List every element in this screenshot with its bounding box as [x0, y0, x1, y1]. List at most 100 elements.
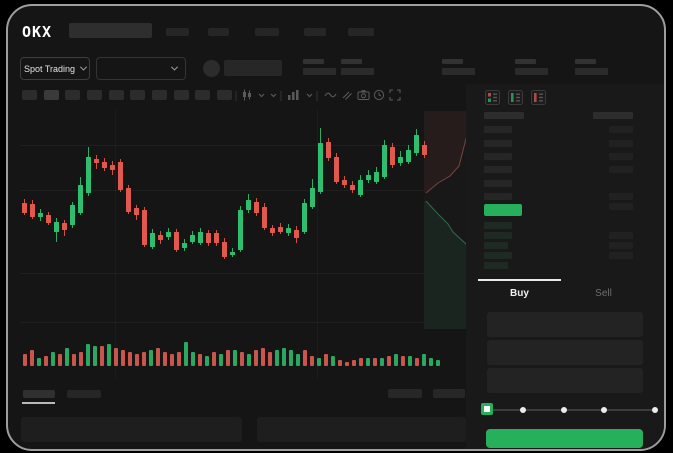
candle-style-icon[interactable] [241, 89, 255, 103]
nav-item-placeholder[interactable] [348, 28, 374, 36]
bottom-tab[interactable] [67, 390, 101, 398]
slider-dot[interactable] [601, 407, 607, 413]
timeframe-pill[interactable] [130, 90, 145, 100]
slider-dot[interactable] [652, 407, 658, 413]
order-form-field-total[interactable] [487, 368, 643, 393]
volume-bar [415, 358, 419, 366]
ask-price-bar[interactable] [484, 153, 512, 160]
bottom-action-placeholder[interactable] [433, 389, 465, 398]
toolbar-divider [316, 89, 330, 103]
bid-size-bar [609, 242, 633, 249]
candle-body [254, 202, 259, 213]
candle-body [118, 162, 123, 190]
volume-bar [233, 350, 237, 366]
submit-buy-button[interactable] [486, 429, 643, 448]
timeframe-pill[interactable] [22, 90, 37, 100]
timeframe-pill[interactable] [44, 90, 59, 100]
global-search-placeholder[interactable] [69, 23, 152, 38]
ask-price-bar[interactable] [484, 193, 512, 200]
ask-price-bar[interactable] [484, 180, 512, 187]
timeframe-pill[interactable] [65, 90, 80, 100]
slider-track[interactable] [489, 409, 657, 411]
slider-dot[interactable] [561, 407, 567, 413]
history-icon[interactable] [373, 89, 387, 103]
slider-handle[interactable] [481, 403, 493, 415]
volume-bar [317, 358, 321, 366]
order-book-header-price [484, 112, 524, 119]
timeframe-pill[interactable] [87, 90, 102, 100]
price-chart[interactable] [8, 6, 473, 449]
candle-body [302, 203, 307, 232]
snapshot-icon[interactable] [357, 89, 371, 103]
ask-price-bar[interactable] [484, 140, 512, 147]
okx-logo: OKX [22, 23, 53, 41]
ask-size-bar [609, 140, 633, 147]
nav-item-placeholder[interactable] [166, 28, 189, 36]
candle-body [390, 147, 395, 165]
volume-bar [282, 348, 286, 366]
stat-label-bar [341, 59, 362, 64]
volume-bar [359, 358, 363, 366]
timeframe-pill[interactable] [109, 90, 124, 100]
bid-price-bar[interactable] [484, 242, 508, 249]
nav-item-placeholder[interactable] [255, 28, 279, 36]
candle-body [102, 162, 107, 168]
volume-bar [366, 358, 370, 366]
ticker-stat-placeholder [575, 59, 611, 76]
line-tool-icon[interactable] [324, 89, 338, 103]
last-price-badge[interactable] [484, 204, 522, 216]
fullscreen-icon[interactable] [389, 89, 403, 103]
ask-size-bar [609, 166, 633, 173]
timeframe-pill[interactable] [152, 90, 167, 100]
pair-selector-dropdown[interactable] [96, 57, 186, 80]
bottom-tab-active[interactable] [23, 390, 55, 398]
volume-bar [135, 354, 139, 366]
bid-price-bar[interactable] [484, 222, 512, 229]
tab-sell[interactable]: Sell [595, 288, 612, 299]
slider-dot[interactable] [520, 407, 526, 413]
nav-item-placeholder[interactable] [304, 28, 326, 36]
stat-label-bar [303, 59, 324, 64]
timeframe-pill[interactable] [174, 90, 189, 100]
volume-bar [219, 354, 223, 366]
order-book-view-icon-asks[interactable] [531, 90, 546, 105]
tab-buy[interactable]: Buy [510, 288, 529, 299]
candle-body [70, 205, 75, 225]
candle-body [38, 213, 43, 217]
ask-size-bar [609, 193, 633, 200]
candle-body [334, 157, 339, 182]
order-book-view-icon-bids[interactable] [508, 90, 523, 105]
timeframe-pill[interactable] [217, 90, 232, 100]
chevron-down-icon[interactable] [269, 89, 283, 103]
order-form-field-price[interactable] [487, 312, 643, 337]
chevron-down-icon[interactable] [257, 89, 271, 103]
ask-price-bar[interactable] [484, 126, 512, 133]
active-tab-indicator [478, 279, 561, 281]
candle-body [358, 180, 363, 195]
volume-bar [268, 352, 272, 366]
spot-trading-selector[interactable]: Spot Trading [20, 57, 90, 80]
toolbar-divider [280, 89, 294, 103]
bottom-action-placeholder[interactable] [388, 389, 422, 398]
bid-price-bar[interactable] [484, 262, 508, 269]
nav-item-placeholder[interactable] [208, 28, 229, 36]
chevron-down-icon[interactable] [305, 89, 319, 103]
order-form-field-amount[interactable] [487, 340, 643, 365]
volume-bar [408, 356, 412, 366]
volume-bar [100, 346, 104, 366]
order-book-view-icon-combined[interactable] [485, 90, 500, 105]
timeframe-pill[interactable] [195, 90, 210, 100]
orders-table-placeholder [257, 417, 466, 442]
toolbar-divider [235, 89, 249, 103]
bid-price-bar[interactable] [484, 252, 512, 259]
token-avatar [203, 60, 220, 77]
bid-price-bar[interactable] [484, 232, 512, 239]
candle-body [294, 230, 299, 238]
stat-value-bar [442, 68, 475, 75]
volume-bar [226, 350, 230, 366]
volume-bar [387, 356, 391, 366]
indicators-icon[interactable] [287, 89, 301, 103]
compare-icon[interactable] [341, 89, 355, 103]
ask-price-bar[interactable] [484, 166, 512, 173]
candle-body [158, 235, 163, 240]
